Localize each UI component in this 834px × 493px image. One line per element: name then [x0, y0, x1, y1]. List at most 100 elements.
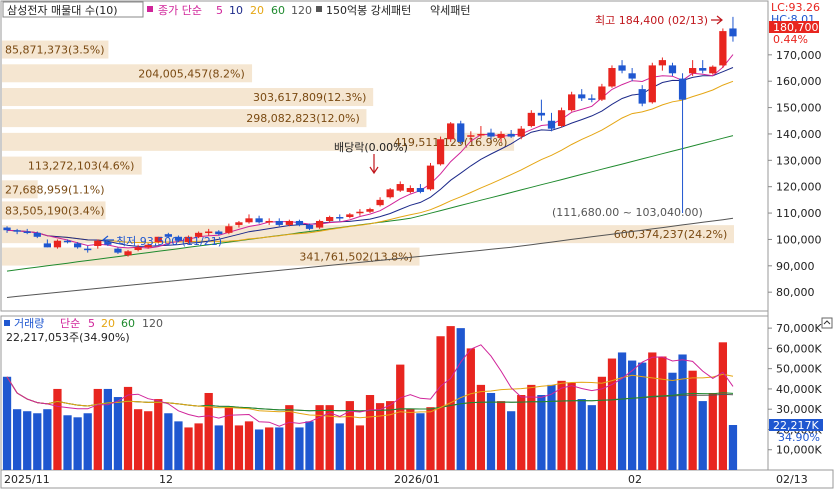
volume-profile-band [2, 40, 109, 59]
candle-up [356, 211, 364, 214]
volume-bar [93, 388, 102, 470]
candle-up [194, 232, 203, 237]
candle-up [568, 94, 576, 111]
candles [3, 16, 737, 257]
candle-down [668, 65, 677, 74]
candle-up [144, 244, 152, 248]
candle-up [557, 110, 566, 127]
volume-bar [355, 425, 365, 470]
volume-profile-band [2, 88, 374, 107]
candle-down [588, 98, 596, 100]
volume-bar [23, 411, 32, 470]
candle-up [53, 240, 62, 248]
volume-bar [537, 395, 546, 470]
volume-bar [174, 421, 183, 470]
volume-ma60: 60 [121, 317, 135, 330]
candle-up [235, 222, 243, 225]
volume-profile-label: 83,505,190(3.4%) [5, 204, 105, 217]
price-tick-label: 150,000 [776, 102, 822, 115]
candle-up [205, 231, 213, 234]
price-tick-label: 130,000 [776, 154, 822, 167]
candle-up [719, 31, 727, 66]
candle-up [689, 68, 697, 74]
candle-down [13, 230, 21, 232]
candle-down [114, 248, 122, 253]
volume-bar [244, 421, 254, 470]
volume-bar [2, 376, 12, 470]
candle-up [154, 236, 162, 243]
volume-bar [567, 382, 576, 470]
volume-bar [43, 409, 52, 470]
lc-value: LC:93.26 [771, 1, 820, 14]
volume-profile-label: 85,871,373(3.5%) [5, 44, 105, 57]
price-tick-label: 110,000 [776, 207, 822, 220]
candle-down [43, 243, 51, 248]
candle-up [477, 133, 485, 136]
volume-profile-band [2, 109, 367, 128]
legend-weak-pattern: 약세패턴 [430, 3, 470, 17]
volume-profile-label: 113,272,103(4.6%) [28, 160, 135, 173]
volume-bar [476, 384, 486, 470]
volume-title: 거래량 [14, 317, 44, 330]
volume-bar [577, 399, 586, 470]
candle-down [699, 68, 707, 71]
candle-down [73, 243, 82, 248]
volume-bar [678, 354, 687, 470]
volume-tick-label: 60,000K [776, 342, 822, 355]
collapse-button[interactable] [821, 317, 833, 329]
volume-bar [254, 429, 264, 470]
x-label-jan: 2026/01 [394, 473, 440, 486]
current-price-label: 180,700 [773, 21, 819, 34]
volume-bar [164, 413, 173, 470]
volume-bar [305, 421, 314, 470]
candle-down [537, 112, 546, 116]
volume-bar [507, 411, 516, 470]
price-tick-label: 90,000 [776, 260, 815, 273]
volume-bar [335, 423, 344, 470]
price-tick-label: 100,000 [776, 233, 822, 246]
candle-down [215, 231, 223, 235]
candle-up [94, 240, 102, 247]
dividend-arrow-icon [369, 154, 379, 175]
legend-ma60: 60 [271, 4, 285, 17]
candle-up [426, 165, 435, 190]
legend-pattern: 150억봉 강세패턴 [326, 4, 411, 17]
volume-bar [426, 407, 435, 470]
volume-ma-prefix: 단순 [60, 317, 80, 330]
legend-ma10: 10 [229, 4, 243, 17]
candle-down [578, 94, 586, 99]
candle-up [265, 220, 273, 223]
legend-ma-marker [147, 6, 153, 12]
volume-bar [194, 423, 203, 470]
volume-bar [668, 372, 677, 470]
legend-ma20: 20 [250, 4, 264, 17]
volume-bar [617, 352, 627, 470]
candle-up [447, 123, 455, 140]
legend-ma5: 5 [216, 4, 223, 17]
candle-down [618, 65, 626, 71]
volume-bar [517, 395, 526, 470]
volume-bar [597, 376, 607, 470]
volume-bar [628, 360, 637, 470]
candle-up [608, 68, 616, 87]
high-annotation: 최고 184,400 (02/13) [595, 14, 708, 27]
volume-tick-label: 40,000K [776, 383, 822, 396]
candle-up [184, 236, 193, 243]
volume-bar [708, 392, 717, 470]
volume-bar [436, 336, 445, 470]
volume-profile-label: 27,688,959(1.1%) [5, 183, 105, 196]
volume-profile-label: 204,005,457(8.2%) [138, 67, 245, 80]
candle-up [517, 128, 525, 137]
volume-bar [325, 405, 334, 470]
x-label-right: 02/13 [776, 473, 808, 486]
volume-bar [63, 415, 72, 470]
price-tick-label: 80,000 [776, 286, 815, 299]
candle-down [23, 231, 31, 234]
volume-bar [123, 386, 133, 470]
chart-title: 삼성전자 매물대 수(10) [7, 4, 118, 17]
volume-profile-band [2, 64, 253, 83]
ma5-line [6, 54, 734, 249]
volume-bar [83, 413, 92, 470]
low-arrow-icon [102, 235, 114, 245]
volume-profile-label: 419,511,129(16.9%) [394, 136, 508, 149]
